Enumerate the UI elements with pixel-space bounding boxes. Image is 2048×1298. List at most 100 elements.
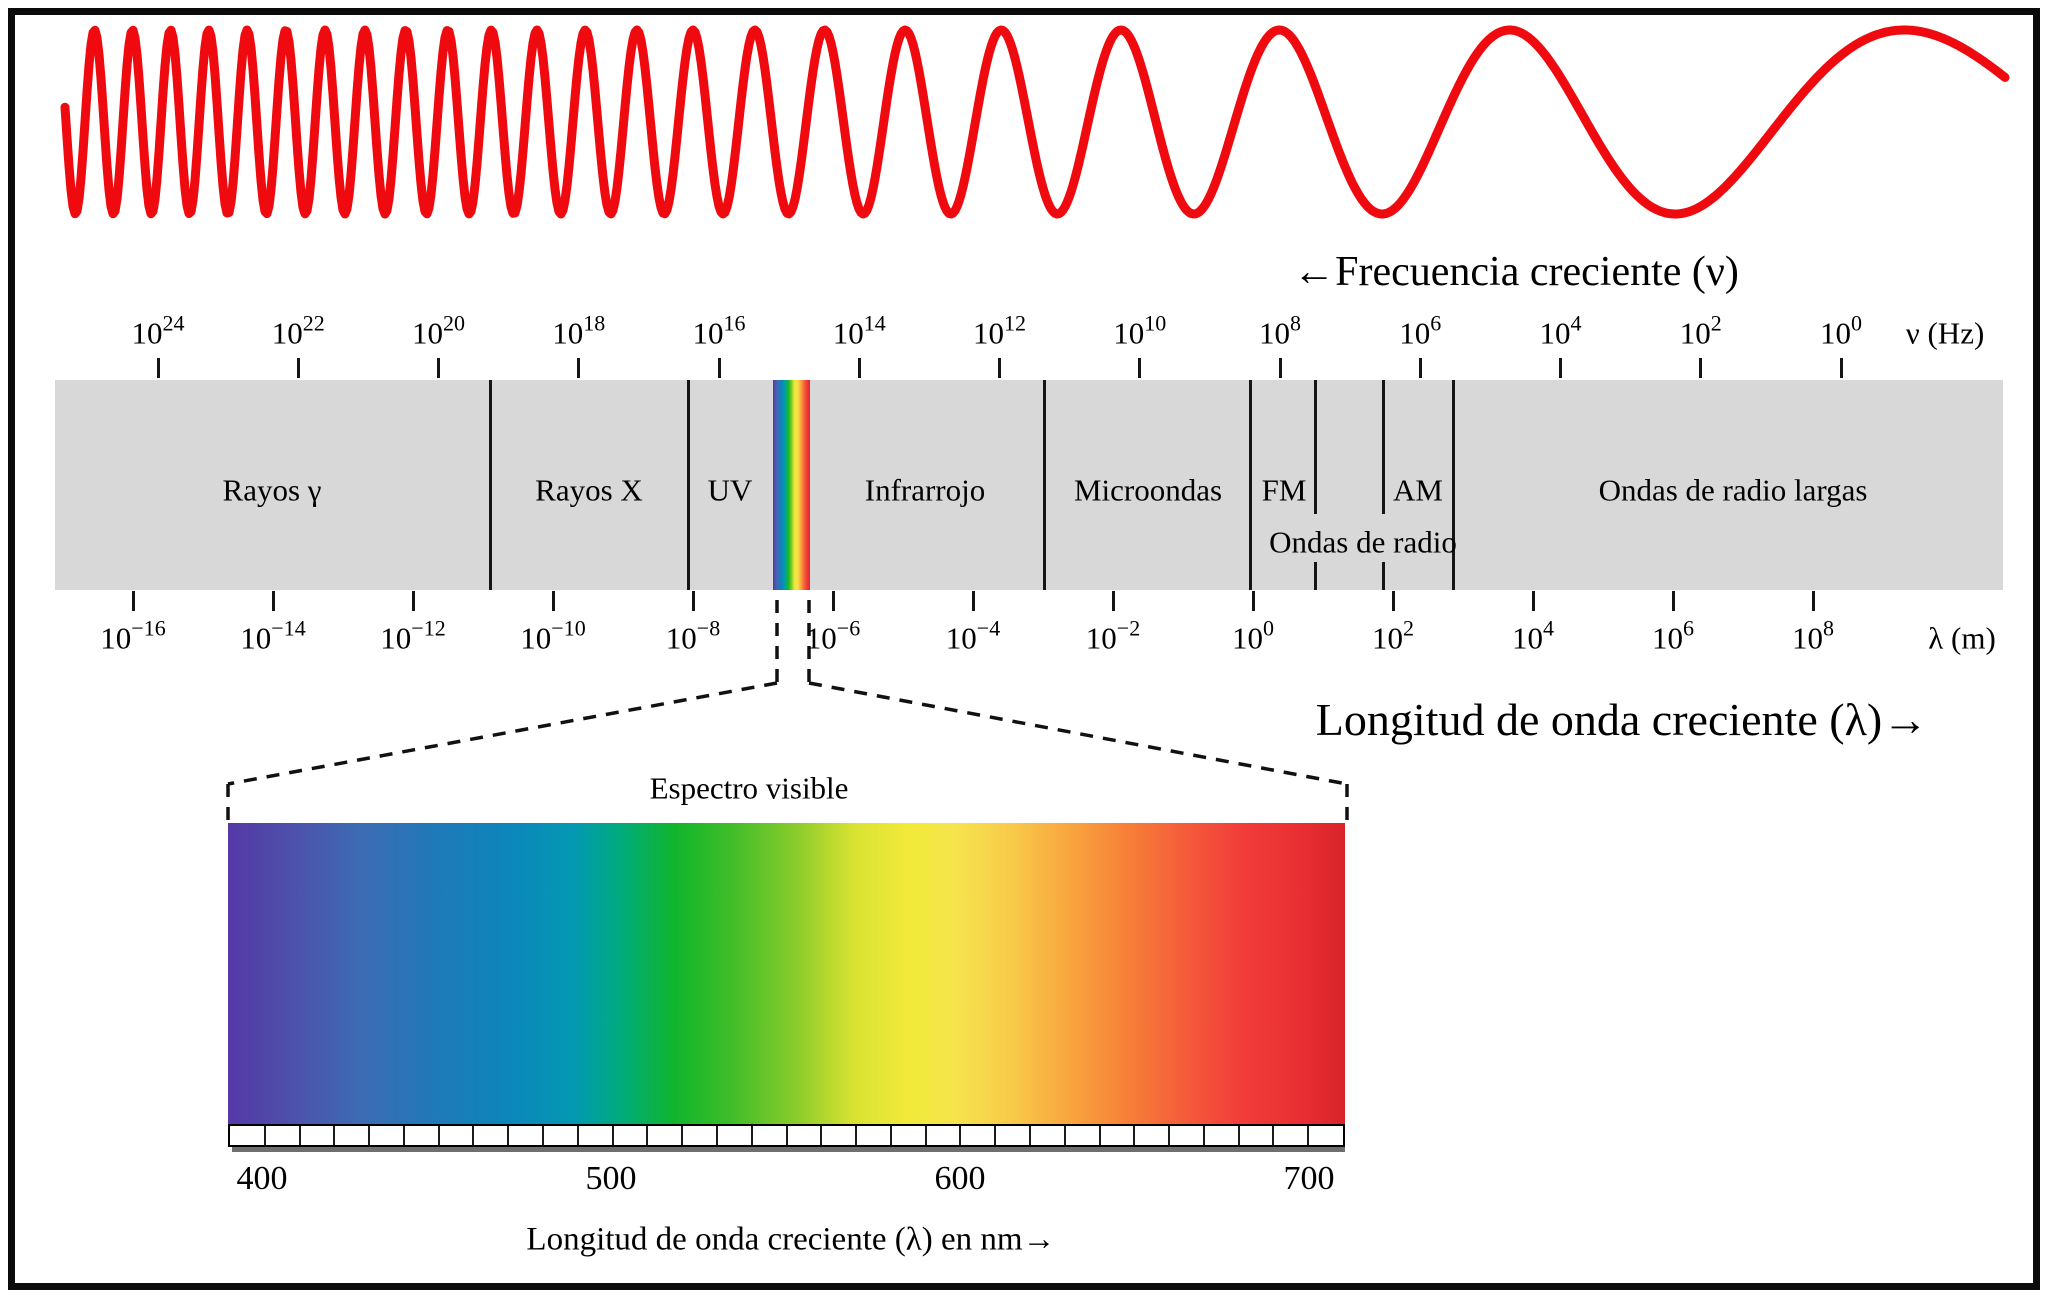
frequency-tick <box>857 358 861 378</box>
frequency-tick <box>1138 358 1142 378</box>
ruler-cell-divider <box>889 1126 892 1145</box>
wavelength-tick-label: 104 <box>1512 615 1554 656</box>
wavelength-tick-label: 10−6 <box>805 615 861 656</box>
ruler-cell-divider <box>750 1126 753 1145</box>
outer-frame <box>8 8 2040 1290</box>
region-label: Microondas <box>1073 472 1223 508</box>
frequency-tick-label: 1022 <box>271 310 325 351</box>
region-label: Ondas de radio <box>1269 524 1457 560</box>
ruler-cell-divider <box>1168 1126 1171 1145</box>
frequency-tick-label: 1018 <box>552 310 606 351</box>
ruler-cell-divider <box>611 1126 614 1145</box>
frequency-tick <box>577 358 581 378</box>
wavelength-increasing-title: Longitud de onda creciente (λ)→ <box>1315 694 1929 745</box>
wavelength-tick-label: 10−14 <box>240 615 306 656</box>
band-divider <box>1451 380 1455 590</box>
ruler-cell-divider <box>298 1126 301 1145</box>
nm-ruler-shadow <box>232 1147 1345 1152</box>
dashed-connector-line <box>227 681 778 786</box>
ruler-cell-divider <box>333 1126 336 1145</box>
ruler-cell-divider <box>924 1126 927 1145</box>
wavelength-tick <box>271 591 275 611</box>
band-divider-broken-bottom <box>1381 562 1385 590</box>
ruler-cell-divider <box>576 1126 579 1145</box>
frequency-tick <box>156 358 160 378</box>
ruler-cell-divider <box>959 1126 962 1145</box>
ruler-cell-divider <box>1237 1126 1240 1145</box>
ruler-cell-divider <box>402 1126 405 1145</box>
wavelength-tick <box>1671 591 1675 611</box>
wavelength-tick-label: 102 <box>1372 615 1414 656</box>
wavelength-tick-label: 10−10 <box>520 615 586 656</box>
frequency-unit-label: ν (Hz) <box>1905 315 1985 351</box>
region-label: UV <box>707 472 753 508</box>
frequency-tick-label: 1010 <box>1113 310 1167 351</box>
wavelength-unit-label: λ (m) <box>1928 620 1996 656</box>
em-wave-curve <box>60 25 2010 219</box>
wavelength-tick <box>131 591 135 611</box>
frequency-tick <box>437 358 440 378</box>
nm-tick-label: 500 <box>585 1160 637 1197</box>
frequency-tick-label: 106 <box>1399 310 1442 351</box>
frequency-tick-label: 1020 <box>412 310 465 351</box>
wavelength-tick <box>831 591 835 611</box>
wavelength-tick <box>1111 591 1115 611</box>
band-divider <box>1042 380 1046 590</box>
ruler-cell-divider <box>820 1126 823 1145</box>
wavelength-tick <box>1531 591 1535 611</box>
region-label: Rayos γ <box>222 472 322 508</box>
frequency-tick-label: 1016 <box>692 310 746 351</box>
ruler-cell-divider <box>1098 1126 1101 1145</box>
visible-spectrum-title: Espectro visible <box>649 770 849 806</box>
wavelength-tick <box>1811 591 1815 611</box>
ruler-cell-divider <box>855 1126 858 1145</box>
visible-light-strip <box>773 380 810 590</box>
nm-tick-label: 700 <box>1283 1160 1335 1197</box>
wavelength-tick <box>971 591 975 611</box>
ruler-cell-divider <box>507 1126 510 1145</box>
ruler-cell-divider <box>542 1126 545 1145</box>
frequency-tick-label: 102 <box>1679 310 1722 351</box>
nm-axis-caption: Longitud de onda creciente (λ) en nm→ <box>526 1221 1056 1258</box>
region-label: AM <box>1393 472 1443 508</box>
frequency-tick <box>1699 358 1703 378</box>
ruler-cell-divider <box>472 1126 475 1145</box>
band-divider-broken-bottom <box>1313 562 1317 590</box>
ruler-cell-divider <box>646 1126 649 1145</box>
wavelength-tick-label: 10−16 <box>100 615 166 656</box>
frequency-tick <box>1839 358 1843 378</box>
band-divider <box>488 380 492 590</box>
frequency-tick-label: 1014 <box>832 310 886 351</box>
frequency-tick <box>1418 358 1422 378</box>
wavelength-tick-label: 10−12 <box>380 615 446 656</box>
ruler-cell-divider <box>1272 1126 1275 1145</box>
frequency-tick <box>998 358 1001 378</box>
wavelength-tick-label: 10−4 <box>945 615 1001 656</box>
ruler-cell-divider <box>1202 1126 1205 1145</box>
wavelength-tick-label: 10−8 <box>665 615 721 656</box>
wavelength-tick <box>691 591 695 611</box>
region-label: FM <box>1261 472 1307 508</box>
visible-spectrum-bar <box>228 823 1345 1124</box>
spectrum-band <box>55 380 2003 590</box>
frequency-tick <box>296 358 300 378</box>
ruler-cell-divider <box>681 1126 684 1145</box>
band-divider <box>1248 380 1252 590</box>
ruler-cell-divider <box>994 1126 997 1145</box>
band-divider-broken-top <box>1381 380 1385 514</box>
ruler-cell-divider <box>715 1126 718 1145</box>
frequency-tick-label: 104 <box>1539 310 1582 351</box>
wavelength-tick <box>551 591 555 611</box>
frequency-tick-label: 108 <box>1259 310 1301 351</box>
frequency-increasing-title: ←Frecuencia creciente (ν) <box>1293 249 1739 295</box>
wavelength-tick-label: 10−2 <box>1085 615 1141 656</box>
wavelength-tick-label: 106 <box>1652 615 1694 656</box>
band-divider-broken-top <box>1313 380 1317 514</box>
wavelength-tick <box>411 591 415 611</box>
frequency-tick <box>1278 358 1282 378</box>
region-label: Infrarrojo <box>864 472 986 508</box>
nm-tick-label: 400 <box>236 1160 288 1197</box>
nm-tick-label: 600 <box>934 1160 986 1197</box>
